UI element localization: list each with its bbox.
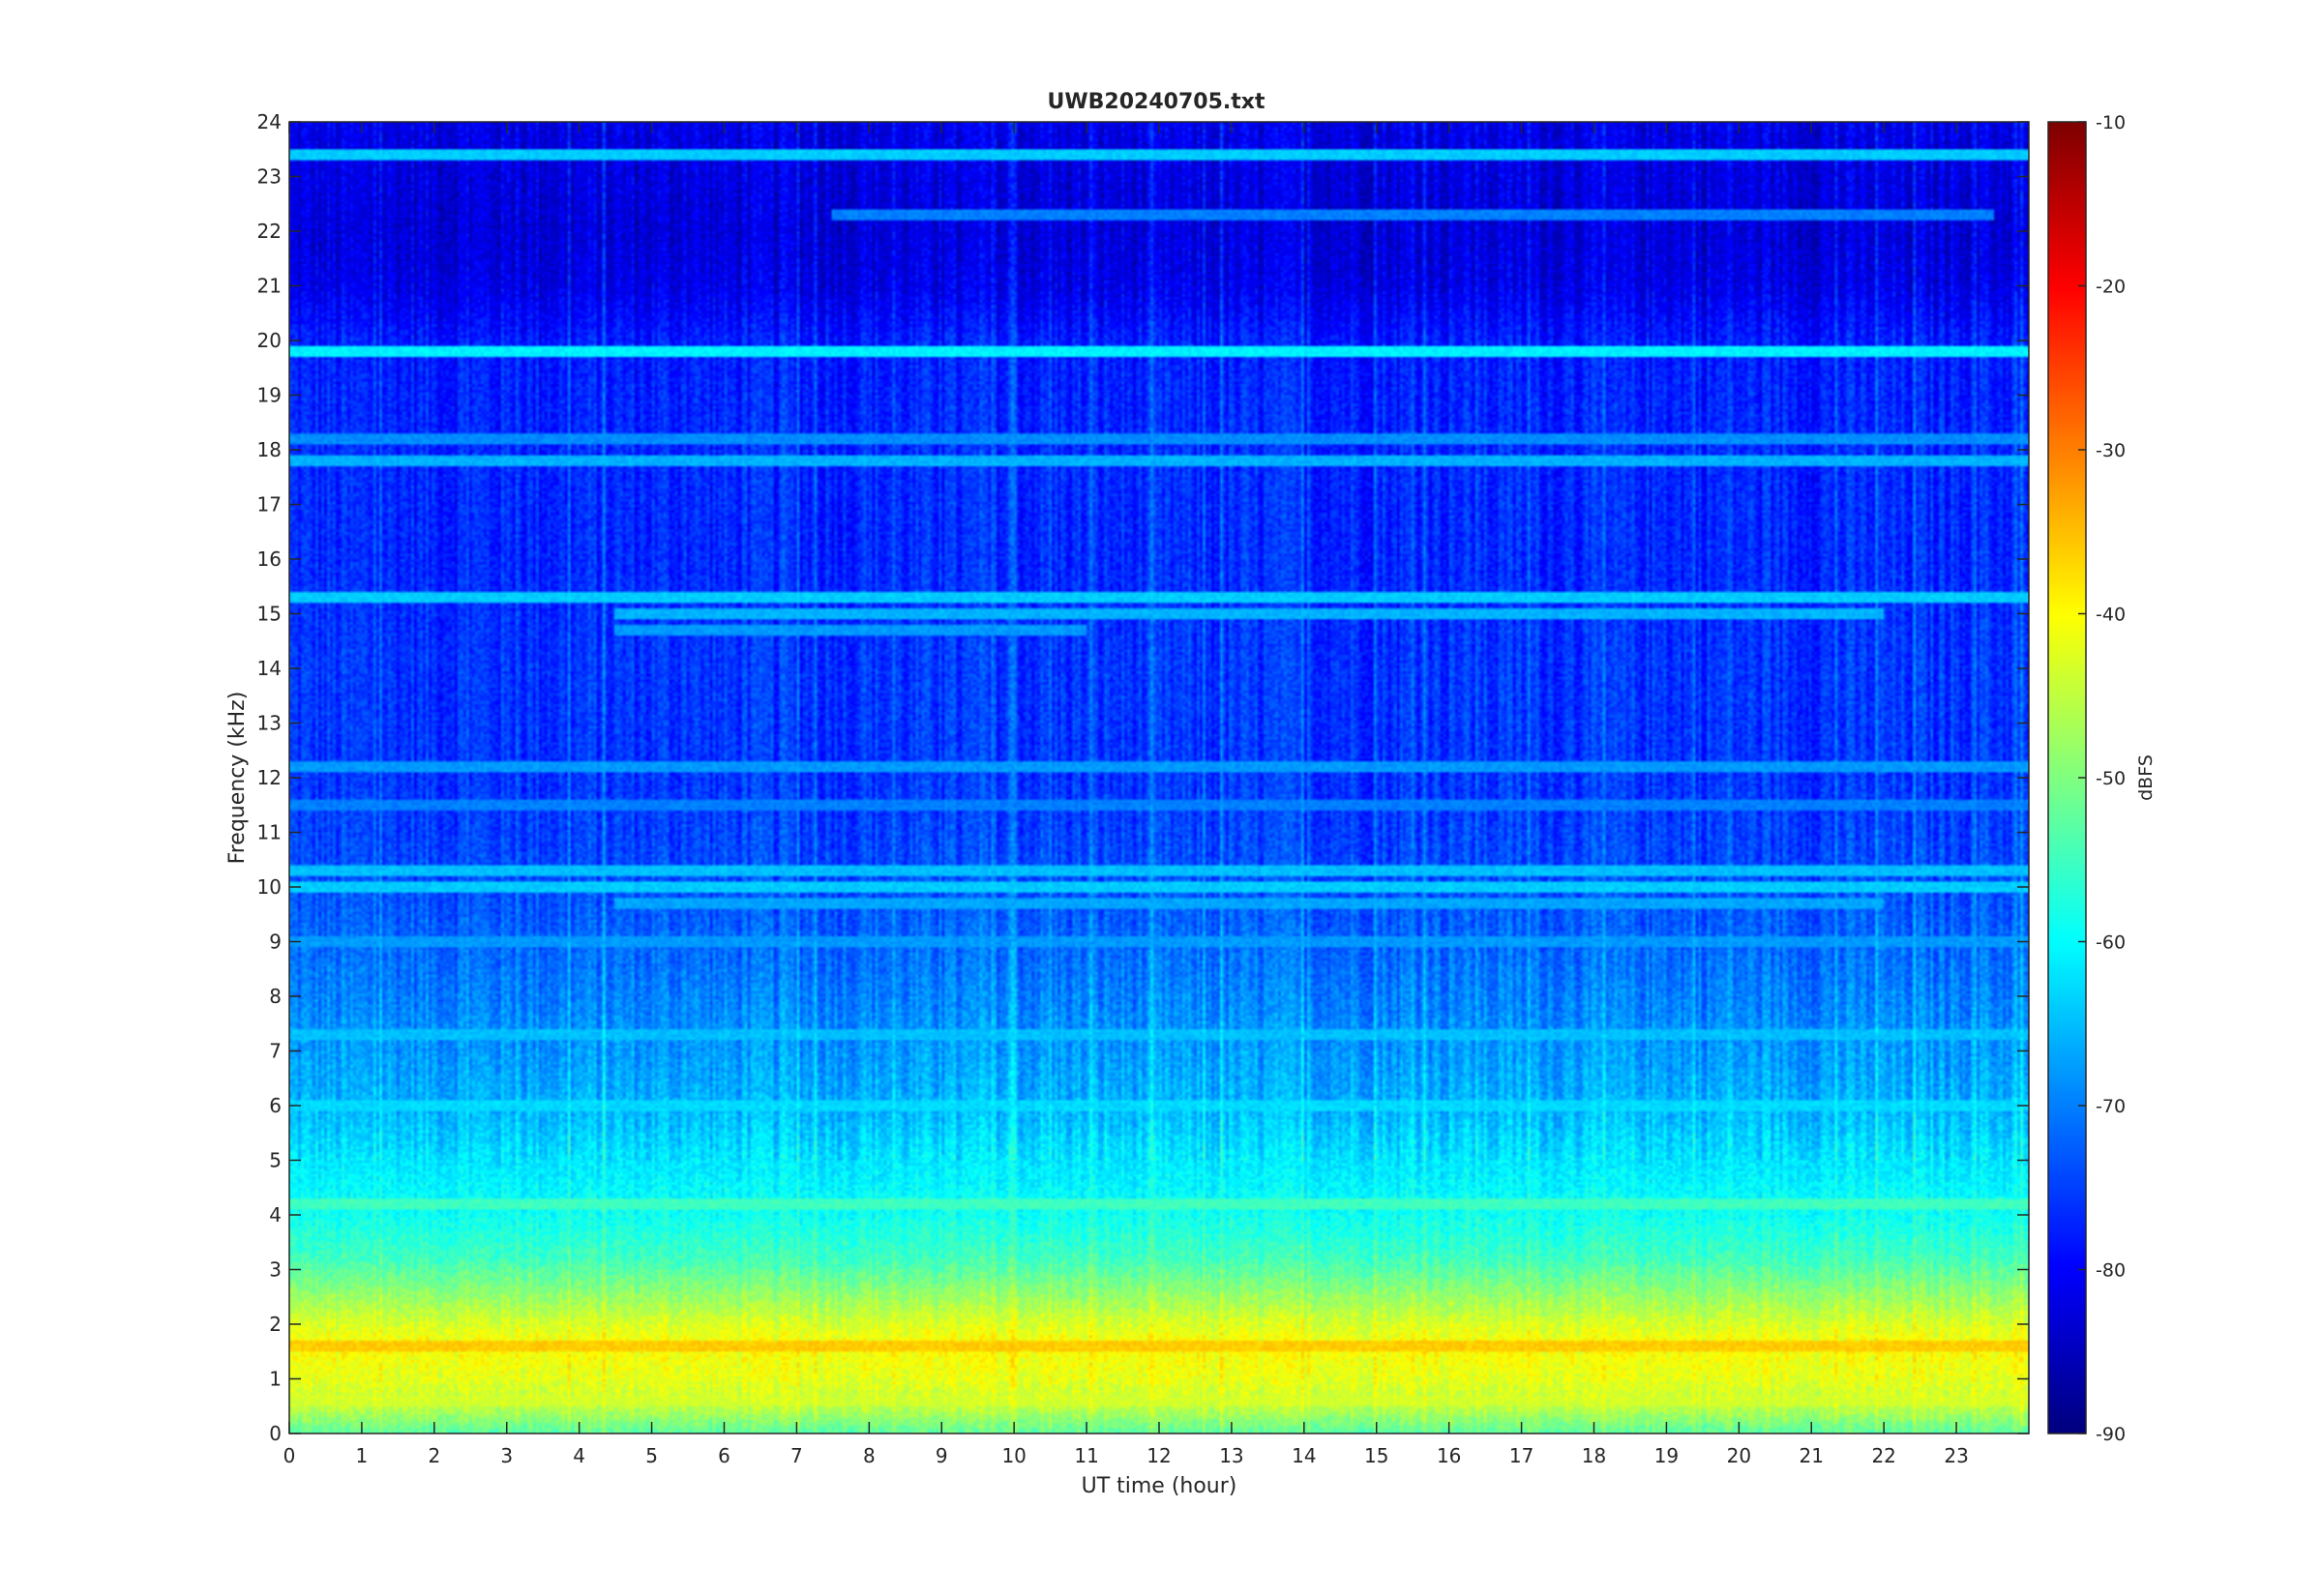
colorbar-tick-label: -30 [2096, 440, 2126, 461]
x-tick-label: 14 [1292, 1444, 1316, 1467]
y-tick-label: 10 [257, 875, 282, 899]
x-tick-label: 7 [790, 1444, 803, 1467]
y-tick-label: 3 [269, 1258, 282, 1282]
colorbar-tick-label: -60 [2096, 932, 2126, 954]
y-axis-label: Frequency (kHz) [225, 692, 250, 865]
x-tick-label: 21 [1800, 1444, 1824, 1467]
x-tick-label: 10 [1001, 1444, 1026, 1467]
colorbar-label: dBFS [2135, 754, 2157, 801]
colorbar-tick-label: -10 [2096, 112, 2126, 133]
x-axis-ticks: 0 1 2 3 4 5 6 7 8 9 10 11 12 13 14 15 16 17 18 19 20 21 22 23 [283, 122, 1969, 1467]
y-tick-label: 14 [257, 657, 282, 680]
y-tick-label: 24 [257, 110, 282, 133]
x-tick-label: 13 [1219, 1444, 1243, 1467]
y-tick-label: 16 [257, 547, 282, 571]
colorbar: -90 -80 -70 -60 -50 -40 -30 -20 -10 dBFS [2047, 112, 2157, 1445]
chart-title: UWB20240705.txt [1048, 90, 1265, 114]
x-tick-label: 19 [1654, 1444, 1679, 1467]
x-tick-label: 23 [1944, 1444, 1968, 1467]
spectrogram-heatmap [289, 122, 2029, 1433]
y-tick-label: 12 [257, 766, 282, 789]
y-tick-label: 7 [269, 1040, 282, 1063]
x-tick-label: 17 [1509, 1444, 1533, 1467]
colorbar-tick-label: -90 [2096, 1424, 2126, 1445]
x-tick-label: 3 [500, 1444, 513, 1467]
y-tick-label: 17 [257, 493, 282, 517]
colorbar-tick-label: -70 [2096, 1096, 2126, 1117]
y-tick-label: 20 [257, 329, 282, 352]
x-tick-label: 9 [936, 1444, 948, 1467]
y-tick-label: 22 [257, 220, 282, 243]
y-tick-label: 4 [269, 1203, 282, 1227]
x-tick-label: 5 [645, 1444, 658, 1467]
x-tick-label: 20 [1727, 1444, 1751, 1467]
colorbar-ticks: -90 -80 -70 -60 -50 -40 -30 -20 -10 [2078, 112, 2126, 1445]
y-tick-label: 11 [257, 821, 282, 844]
x-tick-label: 16 [1437, 1444, 1461, 1467]
plot-area [288, 121, 2030, 1434]
y-tick-label: 18 [257, 438, 282, 461]
y-tick-label: 19 [257, 384, 282, 407]
x-tick-label: 1 [356, 1444, 369, 1467]
x-tick-label: 12 [1146, 1444, 1171, 1467]
colorbar-tick-label: -40 [2096, 605, 2126, 626]
x-tick-label: 8 [863, 1444, 876, 1467]
y-tick-label: 15 [257, 603, 282, 626]
x-tick-label: 6 [718, 1444, 730, 1467]
x-tick-label: 4 [573, 1444, 585, 1467]
colorbar-tick-label: -50 [2096, 768, 2126, 789]
x-axis-label: UT time (hour) [1082, 1474, 1237, 1498]
y-tick-label: 8 [269, 985, 282, 1008]
y-tick-label: 21 [257, 275, 282, 298]
x-tick-label: 11 [1074, 1444, 1098, 1467]
y-tick-label: 5 [269, 1149, 282, 1172]
x-tick-label: 2 [428, 1444, 440, 1467]
x-tick-label: 0 [283, 1444, 296, 1467]
y-tick-label: 2 [269, 1313, 282, 1336]
y-tick-label: 13 [257, 712, 282, 735]
y-tick-label: 9 [269, 931, 282, 954]
x-tick-label: 22 [1871, 1444, 1895, 1467]
y-tick-label: 23 [257, 165, 282, 189]
colorbar-tick-label: -80 [2096, 1260, 2126, 1282]
y-tick-label: 6 [269, 1094, 282, 1117]
y-tick-label: 0 [269, 1422, 282, 1445]
x-tick-label: 18 [1582, 1444, 1606, 1467]
y-tick-label: 1 [269, 1368, 282, 1391]
x-tick-label: 15 [1364, 1444, 1388, 1467]
colorbar-tick-label: -20 [2096, 277, 2126, 298]
